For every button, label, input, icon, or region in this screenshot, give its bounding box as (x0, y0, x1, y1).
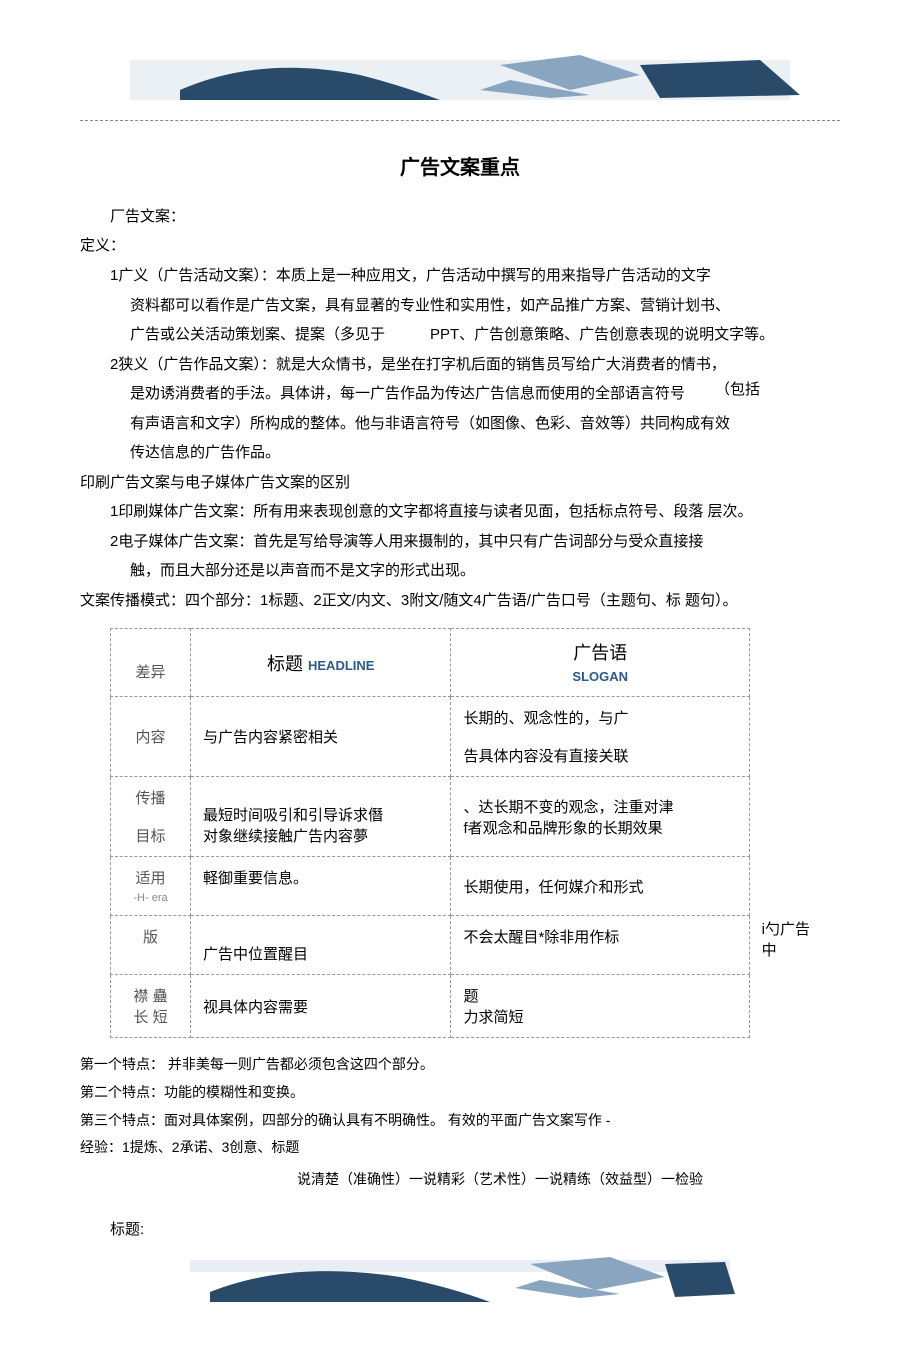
definition-narrow-container: 2狭义（广告作品文案）：就是大众情书，是坐在打字机后面的销售员写给广大消费者的情… (80, 352, 840, 466)
table-row: 传播 目标 最短时间吸引和引导诉求僭 对象继续接触广告内容夢 、达长期不变的观念… (111, 777, 750, 857)
goal-label-cell: 传播 目标 (111, 777, 191, 857)
goal-label-l1: 传播 (135, 790, 165, 807)
headline-header-cell: 标题 HEADLINE (191, 629, 451, 697)
goal-headline-l2: 对象继续接触广告内容夢 (203, 828, 368, 845)
electronic-media-line2: 触，而且大部分还是以声音而不是文字的形式出现。 (80, 558, 840, 584)
slogan-header-cell: 广告语 SLOGAN (451, 629, 750, 697)
headline-english: HEADLINE (308, 658, 374, 673)
goal-slogan-l2: f者观念和品牌形象的长期效果 (463, 820, 662, 837)
comparison-table: 差异 标题 HEADLINE 广告语 SLOGAN 内容 与广告内容紧密相关 长… (110, 628, 750, 1038)
flow-line: 说清楚（准确性）一说精彩（艺术性）一说精练（效益型）一检验 (80, 1168, 840, 1192)
definition-broad-line3: 广告或公关活动策划案、提案（多见于 PPT、广告创意策略、广告创意表现的说明文字… (80, 322, 840, 348)
apply-label-cell: 适用 -H- era (111, 857, 191, 916)
definition-label: 定义： (80, 234, 840, 255)
definition-narrow-line1: 2狭义（广告作品文案）：就是大众情书，是坐在打字机后面的销售员写给广大消费者的情… (80, 352, 840, 378)
table-row: 适用 -H- era 軽御重要信息。 长期使用，任何媒介和形式 (111, 857, 750, 916)
content-headline-cell: 与广告内容紧密相关 (191, 697, 451, 777)
apply-label-l2: -H- era (133, 892, 167, 904)
table-row: 内容 与广告内容紧密相关 长期的、观念性的，与广 告具体内容没有直接关联 (111, 697, 750, 777)
definition-broad-line1: 1广义（广告活动文案）：本质上是一种应用文，广告活动中撰写的用来指导广告活动的文… (80, 263, 840, 289)
side-annotation: i勺广告 中 (762, 918, 810, 960)
slogan-label: 广告语 (573, 643, 627, 663)
print-media-line: 1印刷媒体广告文案：所有用来表现创意的文字都将直接与读者见面，包括标点符号、段落… (80, 499, 840, 525)
feature-2: 第二个特点：功能的模糊性和变换。 (80, 1081, 840, 1105)
section-label: 厂告文案： (80, 205, 840, 226)
footer-decoration (180, 1252, 740, 1312)
headline-label: 标题 (267, 654, 303, 674)
apply-slogan-cell: 长期使用，任何媒介和形式 (451, 857, 750, 916)
table-row: 襟 蠱 长 短 视具体内容需要 题 力求简短 (111, 975, 750, 1038)
footer-section-label: 标题: (80, 1217, 840, 1243)
table-row: 版 广告中位置醒目 不会太醒目*除非用作标 (111, 916, 750, 975)
apply-headline-cell: 軽御重要信息。 (191, 857, 451, 916)
table-wrapper: 差异 标题 HEADLINE 广告语 SLOGAN 内容 与广告内容紧密相关 长… (80, 628, 840, 1038)
document-page: 广告文案重点 厂告文案： 定义： 1广义（广告活动文案）：本质上是一种应用文，广… (0, 0, 920, 1352)
document-title: 广告文案重点 (80, 151, 840, 180)
definition-narrow-line4: 传达信息的广告作品。 (80, 440, 840, 466)
feature-1: 第一个特点： 并非美每一则广告都必须包含这四个部分。 (80, 1053, 840, 1077)
length-label-l1: 襟 蠱 (133, 988, 167, 1005)
diff-label: 差异 (135, 664, 165, 681)
electronic-media-line1: 2电子媒体广告文案：首先是写给导演等人用来摄制的，其中只有广告词部分与受众直接接 (80, 529, 840, 555)
side-note-l1: i勺广告 (762, 921, 810, 938)
table-header-row: 差异 标题 HEADLINE 广告语 SLOGAN (111, 629, 750, 697)
apply-label-l1: 适用 (135, 870, 165, 887)
header-decoration (80, 50, 840, 110)
side-note-l2: 中 (762, 942, 777, 959)
goal-slogan-cell: 、达长期不变的观念，注重对津 f者观念和品牌形象的长期效果 (451, 777, 750, 857)
layout-headline-text: 广告中位置醒目 (203, 946, 308, 963)
layout-headline-cell: 广告中位置醒目 (191, 916, 451, 975)
mode-description: 文案传播模式：四个部分：1标题、2正文/内文、3附文/随文4广告语/广告口号（主… (80, 588, 840, 614)
layout-label-cell: 版 (111, 916, 191, 975)
length-label-cell: 襟 蠱 长 短 (111, 975, 191, 1038)
length-slogan-l1: 题 (463, 988, 478, 1005)
length-slogan-l2: 力求简短 (463, 1009, 523, 1026)
header-divider (80, 120, 840, 121)
experience-line: 经验：1提炼、2承诺、3创意、标题 (80, 1136, 840, 1160)
goal-label-l2: 目标 (135, 828, 165, 845)
definition-broad-line2: 资料都可以看作是广告文案，具有显著的专业性和实用性，如产品推广方案、营销计划书、 (80, 293, 840, 319)
content-slogan-cell: 长期的、观念性的，与广 告具体内容没有直接关联 (451, 697, 750, 777)
content-slogan-l1: 长期的、观念性的，与广 (463, 710, 628, 727)
length-label-l2: 长 短 (133, 1009, 167, 1026)
definition-narrow-line3: 有声语言和文字）所构成的整体。他与非语言符号（如图像、色彩、音效等）共同构成有效 (80, 411, 840, 437)
goal-headline-l1: 最短时间吸引和引导诉求僭 (203, 807, 383, 824)
length-headline-cell: 视具体内容需要 (191, 975, 451, 1038)
content-label-cell: 内容 (111, 697, 191, 777)
length-slogan-cell: 题 力求简短 (451, 975, 750, 1038)
goal-headline-cell: 最短时间吸引和引导诉求僭 对象继续接触广告内容夢 (191, 777, 451, 857)
layout-slogan-cell: 不会太醒目*除非用作标 (451, 916, 750, 975)
goal-slogan-l1: 、达长期不变的观念，注重对津 (463, 799, 673, 816)
diff-header-cell: 差异 (111, 629, 191, 697)
feature-3: 第三个特点：面对具体案例，四部分的确认具有不明确性。 有效的平面广告文案写作 - (80, 1109, 840, 1133)
print-vs-electronic-heading: 印刷广告文案与电子媒体广告文案的区别 (80, 470, 840, 496)
definition-narrow-note: （包括 (715, 378, 760, 399)
slogan-english: SLOGAN (572, 669, 628, 684)
content-slogan-l2: 告具体内容没有直接关联 (463, 748, 628, 765)
